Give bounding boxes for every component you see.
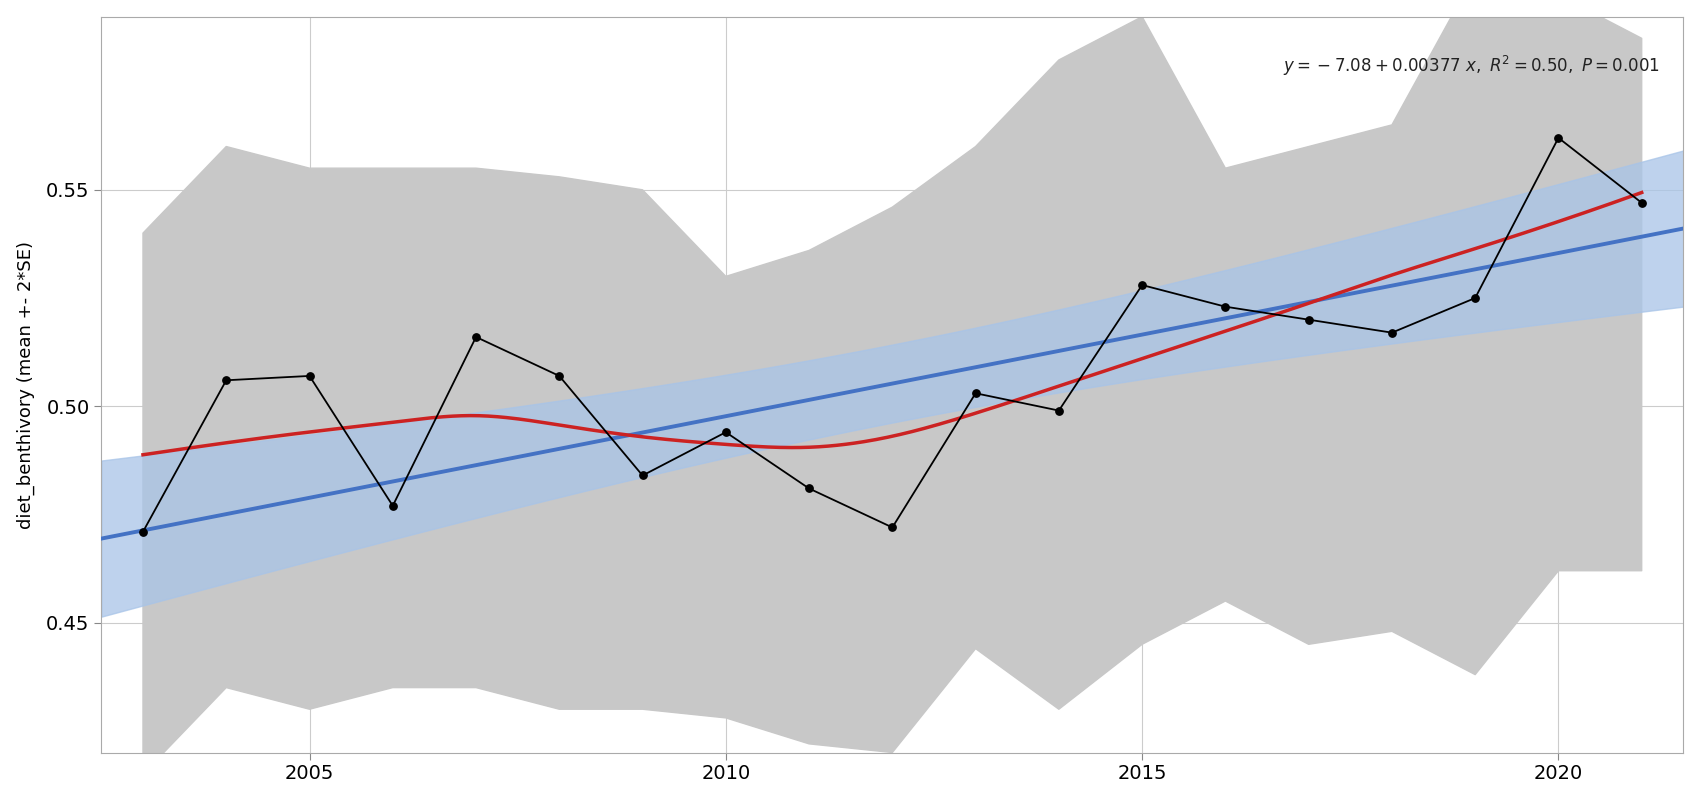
Point [546, 370, 573, 382]
Point [1129, 278, 1156, 291]
Text: $y = -7.08 + 0.00377\ x,\ R^2 = 0.50,\ P = 0.001$: $y = -7.08 + 0.00377\ x,\ R^2 = 0.50,\ P… [1284, 54, 1659, 78]
Point [879, 521, 906, 534]
Point [1212, 300, 1239, 313]
Point [796, 482, 823, 495]
Point [1379, 326, 1406, 339]
Point [212, 374, 240, 386]
Point [712, 426, 740, 438]
Point [379, 499, 406, 512]
Point [962, 387, 989, 400]
Point [1545, 131, 1572, 144]
Y-axis label: diet_benthivory (mean +- 2*SE): diet_benthivory (mean +- 2*SE) [17, 241, 36, 529]
Point [1295, 314, 1323, 326]
Point [629, 469, 656, 482]
Point [1046, 404, 1073, 417]
Point [1629, 196, 1656, 209]
Point [296, 370, 323, 382]
Point [1462, 292, 1489, 305]
Point [129, 526, 156, 538]
Point [462, 330, 490, 343]
